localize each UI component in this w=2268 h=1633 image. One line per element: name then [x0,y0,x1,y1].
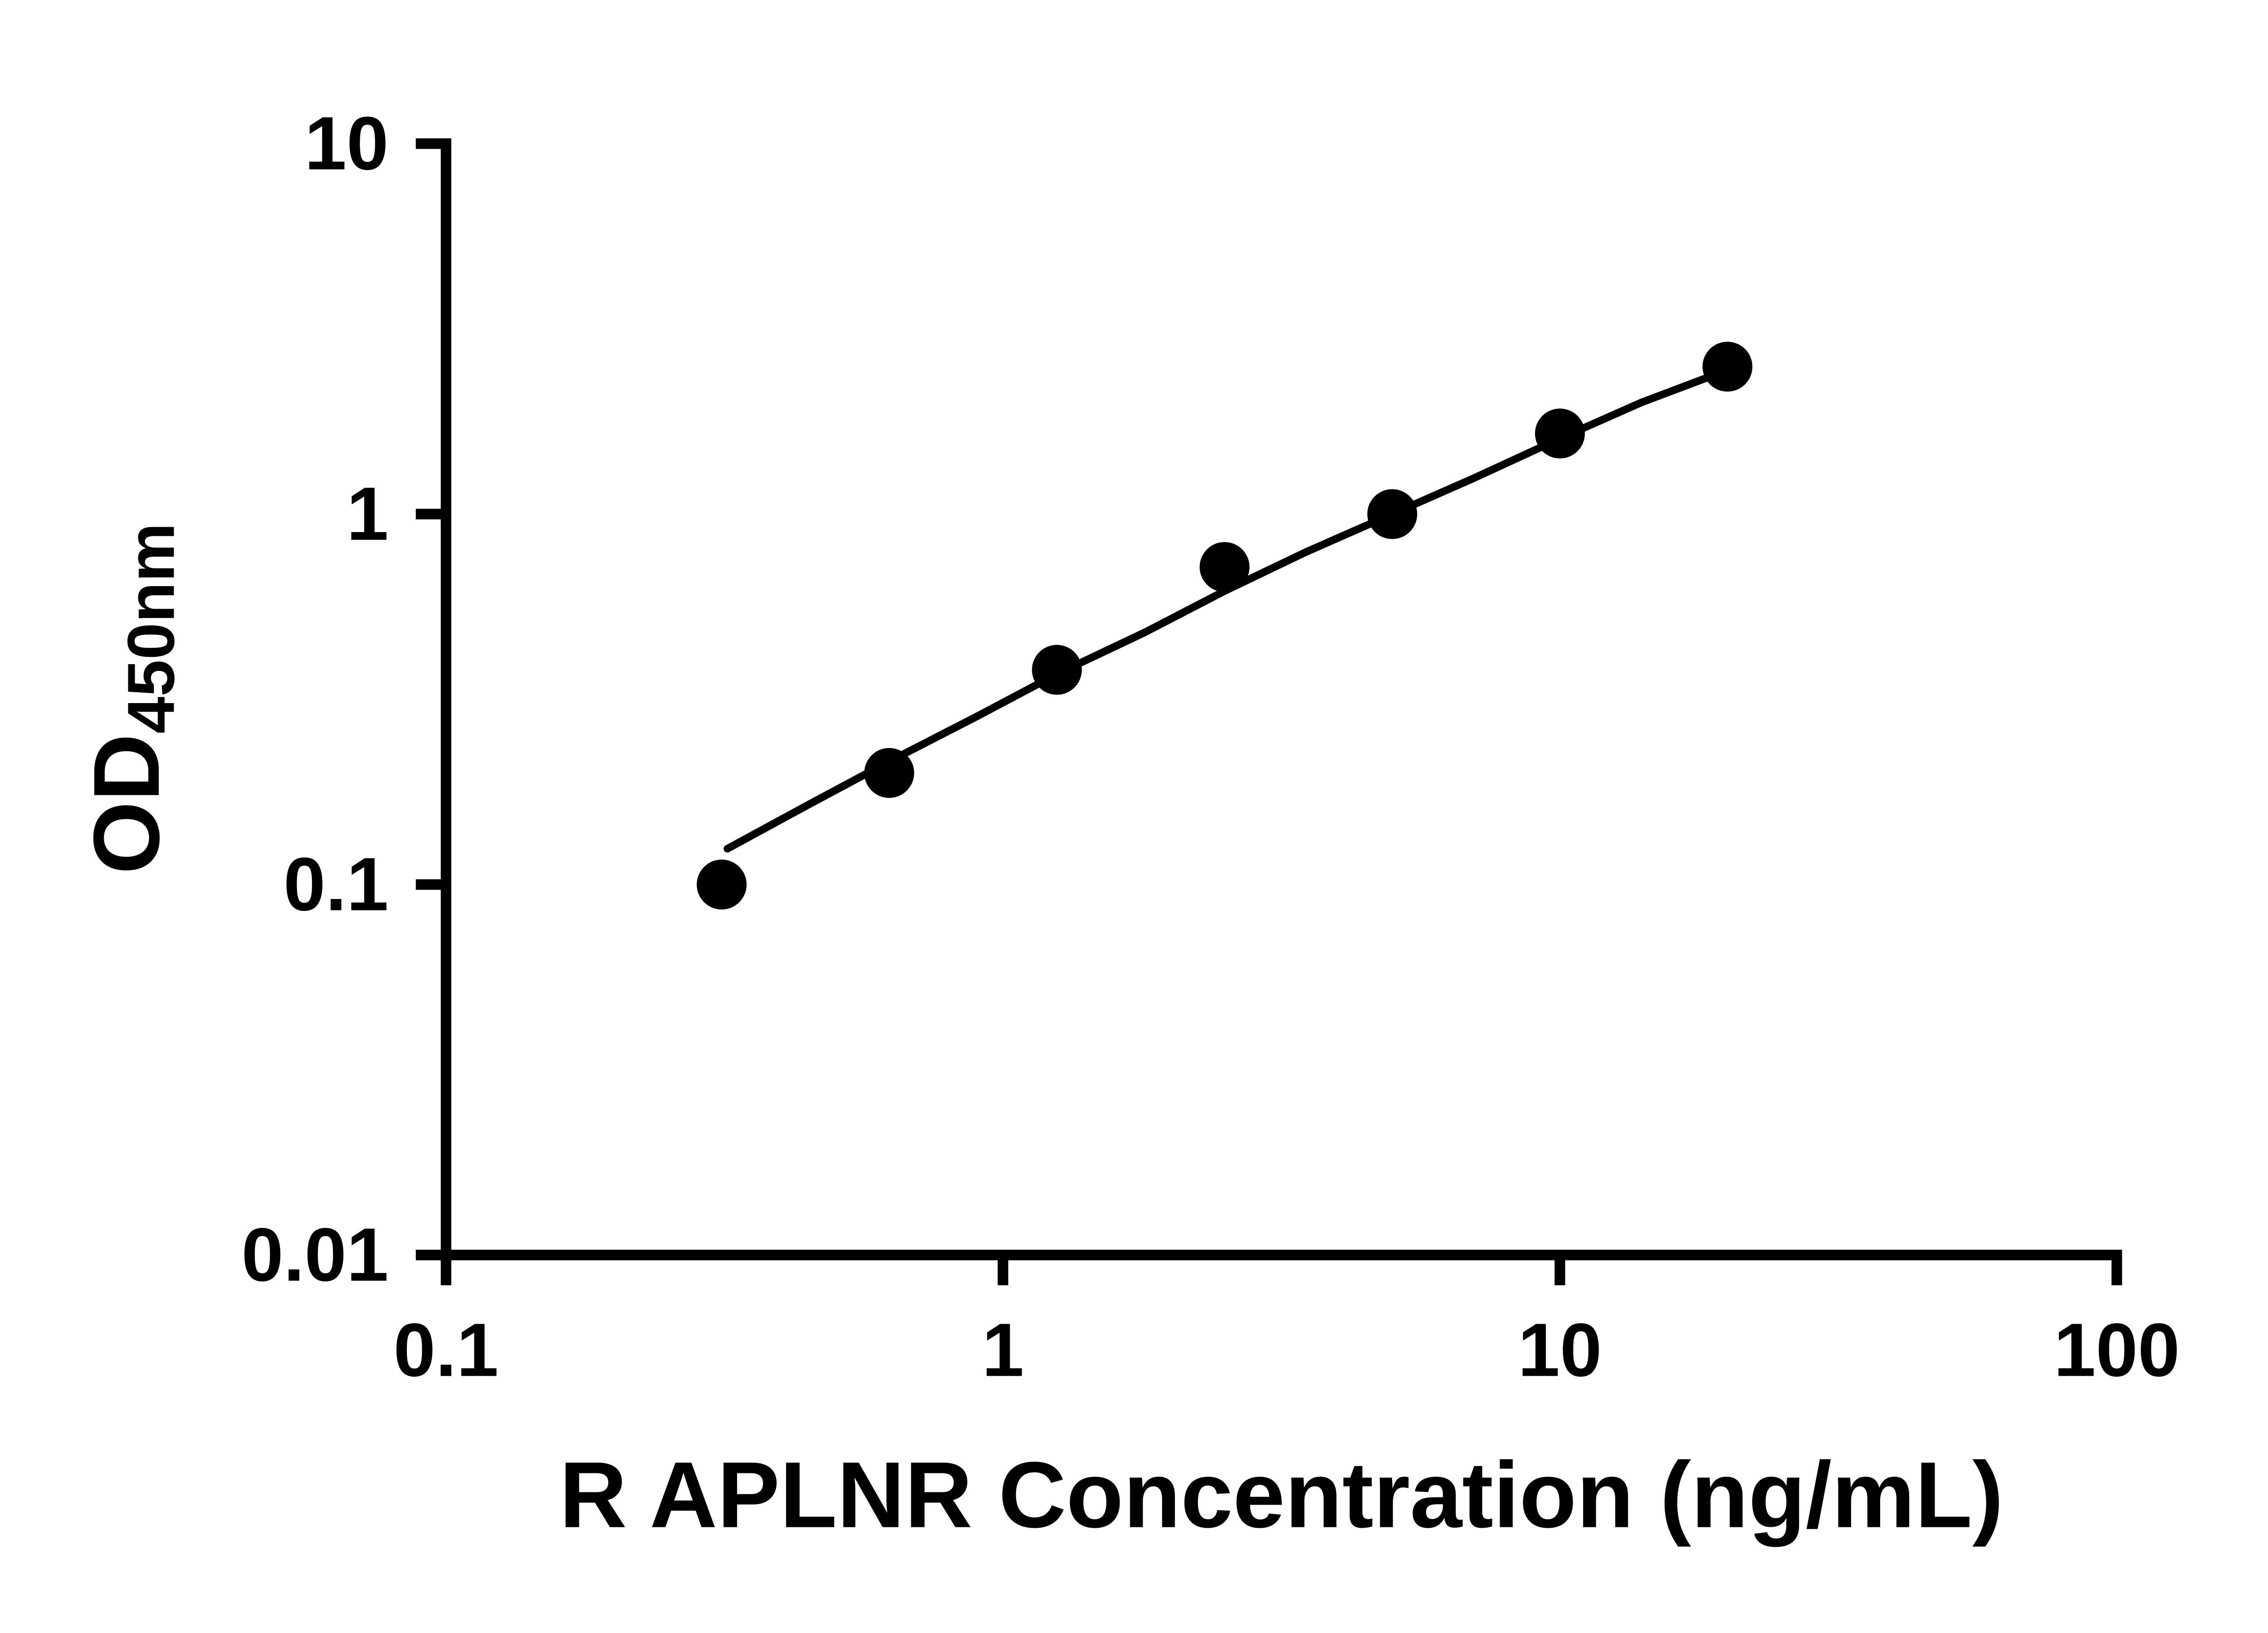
data-point [1702,342,1753,392]
y-tick-label: 1 [347,472,389,556]
y-tick-label: 0.01 [241,1213,388,1297]
data-point [864,748,914,798]
x-tick-label: 1 [982,1308,1024,1392]
y-tick-label: 10 [304,101,388,186]
data-point [1535,408,1585,459]
x-tick-label: 100 [2054,1308,2180,1392]
data-point [1367,489,1418,539]
y-axis-title: OD450nm [74,523,188,875]
data-point [1199,542,1250,592]
data-point [1032,645,1082,695]
y-tick-label: 0.1 [284,842,389,927]
data-point [697,860,747,909]
x-tick-label: 10 [1518,1308,1602,1392]
x-axis-title: R APLNR Concentration (ng/mL) [559,1442,2004,1547]
x-tick-label: 0.1 [393,1308,499,1392]
